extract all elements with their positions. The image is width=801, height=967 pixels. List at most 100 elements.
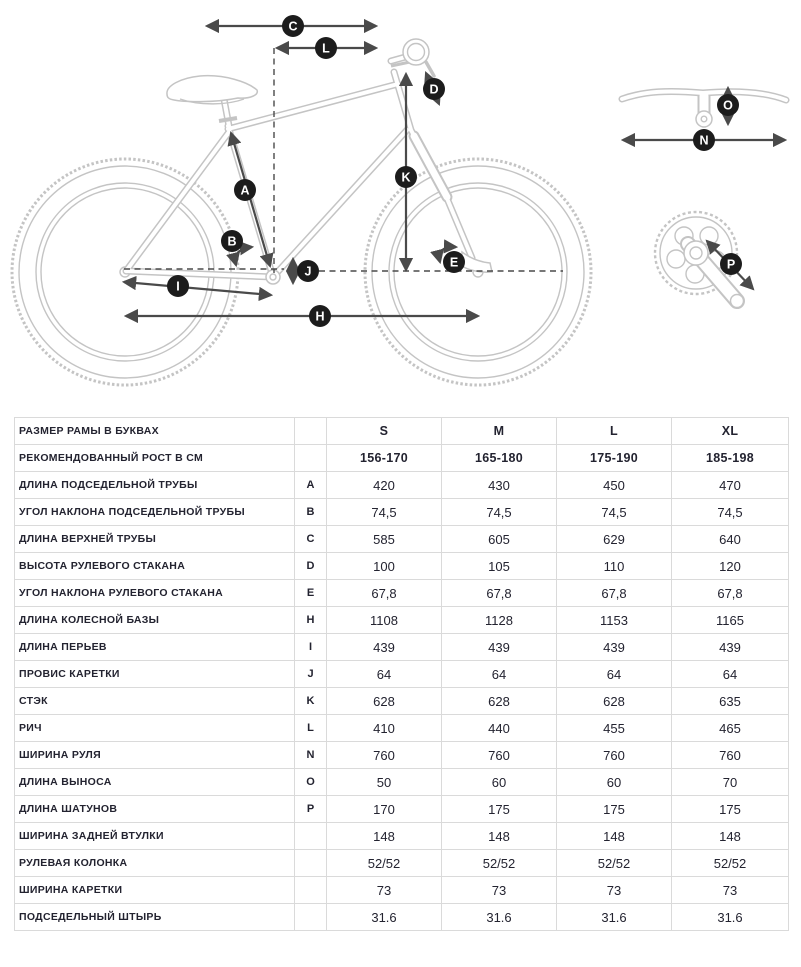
cell-value-s: 74,5 [326, 498, 442, 526]
cell-value-m: 175 [441, 795, 557, 823]
table-row: РИЧ L 410 440 455 465 [14, 714, 789, 742]
row-letter [294, 444, 327, 472]
cell-value-l: 110 [556, 552, 672, 580]
cell-value-l: 64 [556, 660, 672, 688]
measurement-lines [121, 18, 563, 324]
cell-value-l: 455 [556, 714, 672, 742]
geometry-table-body: РАЗМЕР РАМЫ В БУКВАХ S M L XL РЕКОМЕНДОВАННЫЙ… [14, 417, 789, 931]
row-letter: C [294, 525, 327, 553]
cell-value-s: 64 [326, 660, 442, 688]
row-letter: L [294, 714, 327, 742]
row-label: ДЛИНА ШАТУНОВ [14, 795, 295, 823]
marker-j: J [297, 260, 319, 282]
marker-o: O [717, 94, 739, 116]
cell-value-s: 410 [326, 714, 442, 742]
cell-value-m: 605 [441, 525, 557, 553]
cell-value-l: 60 [556, 768, 672, 796]
cell-value-m: 105 [441, 552, 557, 580]
cell-value-s: 148 [326, 822, 442, 850]
cell-value-s: 52/52 [326, 849, 442, 877]
cell-value-l: 439 [556, 633, 672, 661]
geometry-table: РАЗМЕР РАМЫ В БУКВАХ S M L XL РЕКОМЕНДОВАННЫЙ… [14, 417, 789, 931]
cell-value-m: 73 [441, 876, 557, 904]
cell-value-l: 148 [556, 822, 672, 850]
svg-text:A: A [240, 184, 249, 198]
table-row: ДЛИНА ПЕРЬЕВ I 439 439 439 439 [14, 633, 789, 661]
row-letter: N [294, 741, 327, 769]
cell-value-m: 440 [441, 714, 557, 742]
row-letter [294, 876, 327, 904]
row-label: ДЛИНА ВЕРХНЕЙ ТРУБЫ [14, 525, 295, 553]
cell-value-s: 439 [326, 633, 442, 661]
cell-value-l: 175-190 [556, 444, 672, 472]
row-label: РЕКОМЕНДОВАННЫЙ РОСТ В СМ [14, 444, 295, 472]
marker-a: A [234, 179, 256, 201]
cell-value-xl: 465 [671, 714, 789, 742]
cell-value-l: 1153 [556, 606, 672, 634]
cell-value-s: 31.6 [326, 903, 442, 931]
svg-text:B: B [227, 235, 236, 249]
table-row: ШИРИНА КАРЕТКИ 73 73 73 73 [14, 876, 789, 904]
handlebar-front-view [618, 85, 790, 148]
row-letter: I [294, 633, 327, 661]
cell-value-xl: 1165 [671, 606, 789, 634]
letter-badges: C L D A K B E J I H O N P [167, 15, 742, 327]
cell-value-m: 31.6 [441, 903, 557, 931]
cell-value-s: 67,8 [326, 579, 442, 607]
cell-value-xl: 31.6 [671, 903, 789, 931]
cell-value-l: 67,8 [556, 579, 672, 607]
row-label: РИЧ [14, 714, 295, 742]
handlebar-grip [402, 38, 436, 78]
cell-value-xl: 185-198 [671, 444, 789, 472]
cell-value-xl: 148 [671, 822, 789, 850]
table-row: ДЛИНА ПОДСЕДЕЛЬНОЙ ТРУБЫ A 420 430 450 470 [14, 471, 789, 499]
crank-axle [683, 240, 709, 266]
cell-value-s: 73 [326, 876, 442, 904]
arrow-i-chainstay [121, 275, 274, 302]
cell-value-m: M [441, 417, 557, 445]
cell-value-s: 760 [326, 741, 442, 769]
row-label: ДЛИНА КОЛЕСНОЙ БАЗЫ [14, 606, 295, 634]
table-row: ДЛИНА ВЫНОСА O 50 60 60 70 [14, 768, 789, 796]
marker-e: E [443, 251, 465, 273]
cell-value-xl: 640 [671, 525, 789, 553]
svg-text:I: I [176, 280, 179, 294]
table-row: СТЭК K 628 628 628 635 [14, 687, 789, 715]
svg-text:J: J [305, 265, 312, 279]
fork-dropout [461, 250, 493, 273]
cell-value-l: 760 [556, 741, 672, 769]
svg-text:O: O [723, 99, 733, 113]
cell-value-l: 52/52 [556, 849, 672, 877]
cell-value-m: 52/52 [441, 849, 557, 877]
bike-geometry-diagram: C L D A K B E J I H O N P [0, 0, 801, 403]
table-row: УГОЛ НАКЛОНА ПОДСЕДЕЛЬНОЙ ТРУБЫ B 74,5 74,5… [14, 498, 789, 526]
table-row: ВЫСОТА РУЛЕВОГО СТАКАНА D 100 105 110 120 [14, 552, 789, 580]
row-label: ПОДСЕДЕЛЬНЫЙ ШТЫРЬ [14, 903, 295, 931]
svg-text:C: C [288, 20, 297, 34]
row-label: РУЛЕВАЯ КОЛОНКА [14, 849, 295, 877]
marker-l: L [315, 37, 337, 59]
row-letter [294, 417, 327, 445]
row-label: СТЭК [14, 687, 295, 715]
svg-text:L: L [322, 42, 330, 56]
cell-value-xl: 73 [671, 876, 789, 904]
pedal-hole [729, 293, 745, 309]
cell-value-m: 64 [441, 660, 557, 688]
row-label: ВЫСОТА РУЛЕВОГО СТАКАНА [14, 552, 295, 580]
cell-value-m: 430 [441, 471, 557, 499]
cell-value-xl: 64 [671, 660, 789, 688]
marker-k: K [395, 166, 417, 188]
marker-c: C [282, 15, 304, 37]
marker-p: P [720, 253, 742, 275]
row-letter: O [294, 768, 327, 796]
cell-value-xl: 439 [671, 633, 789, 661]
table-row: РЕКОМЕНДОВАННЫЙ РОСТ В СМ 156-170 165-180 1… [14, 444, 789, 472]
row-label: ШИРИНА КАРЕТКИ [14, 876, 295, 904]
cell-value-s: 100 [326, 552, 442, 580]
cell-value-m: 1128 [441, 606, 557, 634]
cell-value-l: 629 [556, 525, 672, 553]
row-label: РАЗМЕР РАМЫ В БУКВАХ [14, 417, 295, 445]
cell-value-xl: 74,5 [671, 498, 789, 526]
cell-value-s: 156-170 [326, 444, 442, 472]
svg-text:K: K [401, 171, 410, 185]
